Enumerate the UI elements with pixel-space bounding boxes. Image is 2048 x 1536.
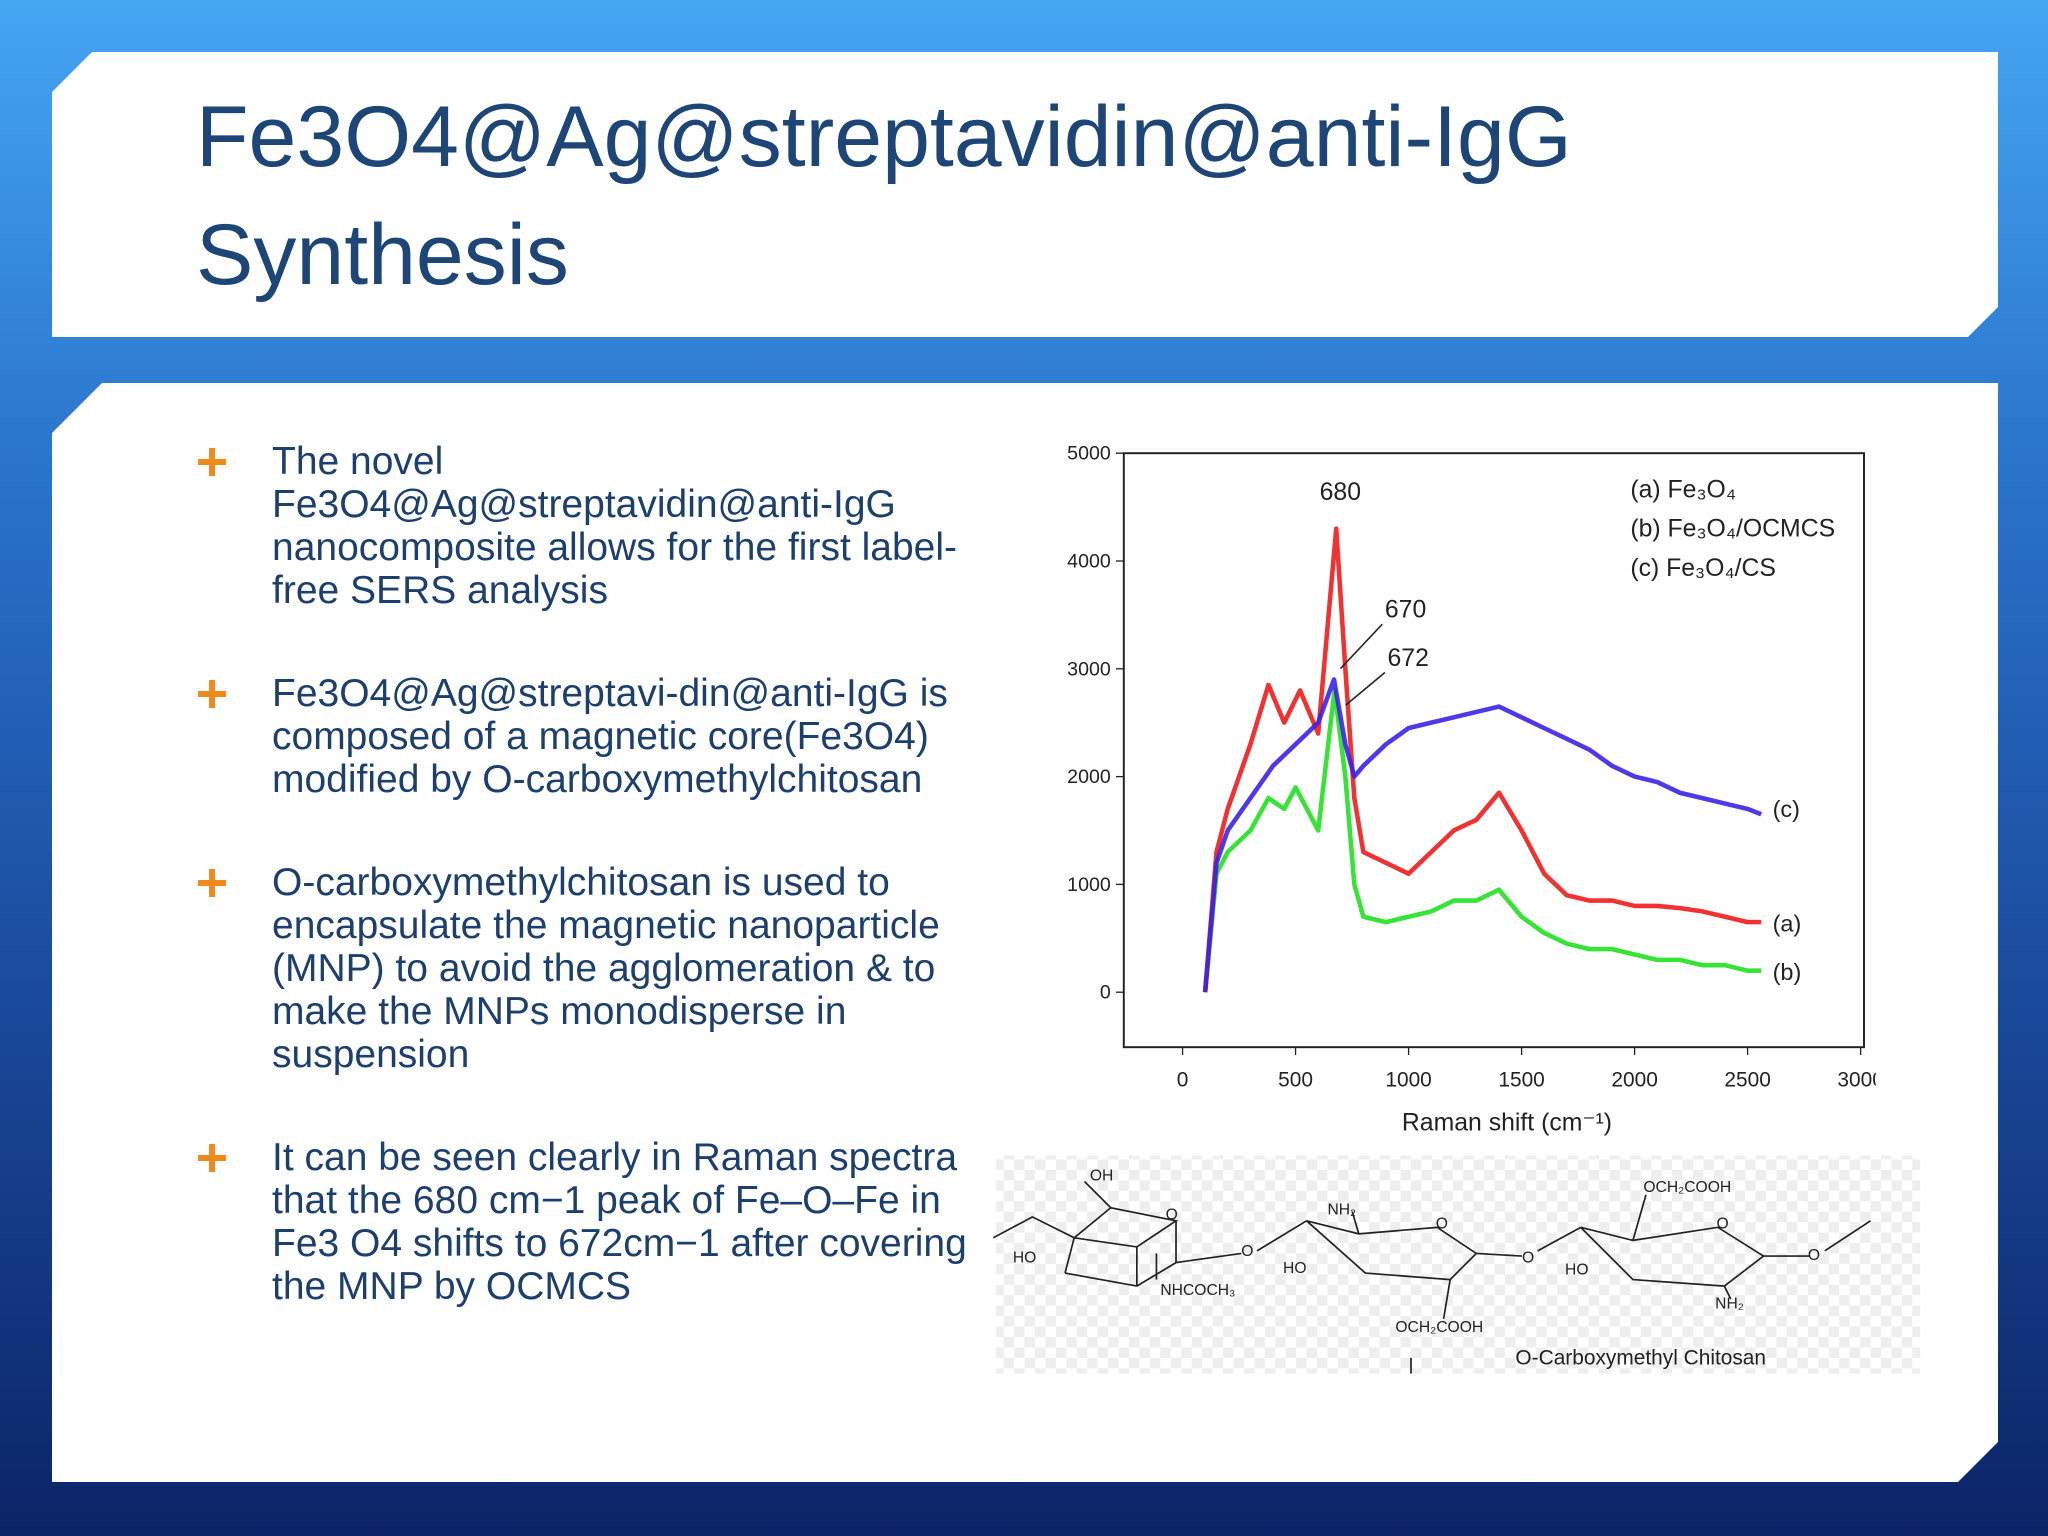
- x-tick-label: 3000: [1837, 1068, 1883, 1091]
- annotation-leader: [1345, 671, 1386, 706]
- y-tick-label: 1000: [1067, 874, 1111, 896]
- structure-label: HO: [1565, 1261, 1588, 1278]
- structure-label: OH: [1090, 1167, 1113, 1184]
- structure-label: O: [1522, 1250, 1534, 1267]
- structure-background: [995, 1155, 1921, 1374]
- series-end-label: (b): [1773, 959, 1802, 985]
- y-tick-label: 0: [1100, 982, 1111, 1004]
- structure-label: NH₂: [1327, 1201, 1356, 1218]
- slide-title: Fe3O4@Ag@streptavidin@anti-IgG Synthesis: [196, 89, 1572, 303]
- bullet-text: The novel Fe3O4@Ag@streptavidin@anti-IgG…: [272, 440, 957, 612]
- annotation-leader: [1339, 623, 1383, 670]
- structure-label: O: [1436, 1216, 1448, 1233]
- bullet: O-carboxymethylchitosan is used to encap…: [190, 861, 980, 1076]
- structure-label: NHCOCH₃: [1160, 1282, 1235, 1299]
- legend-entry: (c) Fe₃O₄/CS: [1630, 555, 1776, 582]
- x-tick-label: 2000: [1611, 1068, 1657, 1091]
- series-end-label: (a): [1773, 910, 1802, 936]
- plot-frame: [1122, 452, 1865, 1049]
- series-end-label: (c): [1773, 796, 1800, 822]
- structure-label: NH₂: [1715, 1295, 1744, 1312]
- bullet: It can be seen clearly in Raman spectra …: [190, 1136, 980, 1308]
- spectrum-line: [1202, 526, 1762, 993]
- y-tick-label: 5000: [1067, 443, 1111, 465]
- structure-label: O: [1166, 1207, 1178, 1224]
- structure-label: HO: [1283, 1260, 1306, 1277]
- bullet: The novel Fe3O4@Ag@streptavidin@anti-IgG…: [190, 440, 980, 612]
- bullet-marker: [198, 680, 226, 708]
- x-tick-label: 500: [1278, 1068, 1313, 1091]
- spectrum-line: [1202, 677, 1762, 993]
- x-tick-label: 2500: [1724, 1068, 1770, 1091]
- x-axis-label: Raman shift (cm⁻¹): [1402, 1110, 1612, 1137]
- structure-label: O: [1808, 1247, 1820, 1264]
- bullet-text: O-carboxymethylchitosan is used to encap…: [272, 861, 940, 1076]
- figure: OHOHONHCOCH₃ONH₂OHOOCH₂COOHOOCH₂COOHOHON…: [993, 443, 1921, 1374]
- structure-caption: O-Carboxymethyl Chitosan: [1515, 1346, 1766, 1369]
- bullet-text: Fe3O4@Ag@streptavi-din@anti-IgG is compo…: [272, 672, 948, 801]
- y-tick-label: 4000: [1067, 551, 1111, 573]
- bullet-text: It can be seen clearly in Raman spectra …: [272, 1136, 967, 1308]
- structure-bonds: [993, 1181, 1871, 1374]
- peak-annotation: 680: [1320, 479, 1361, 506]
- x-tick-label: 1500: [1498, 1068, 1544, 1091]
- structure-label: HO: [1013, 1250, 1036, 1267]
- structure-label: OCH₂COOH: [1395, 1319, 1483, 1336]
- y-tick-label: 2000: [1067, 766, 1111, 788]
- bullet-marker: [198, 448, 226, 476]
- structure-label: OCH₂COOH: [1643, 1179, 1731, 1196]
- x-tick-label: 1000: [1385, 1068, 1431, 1091]
- x-tick-label: 0: [1177, 1068, 1189, 1091]
- legend-entry: (b) Fe₃O₄/OCMCS: [1630, 516, 1835, 543]
- y-tick-label: 3000: [1067, 658, 1111, 680]
- peak-annotation: 672: [1388, 645, 1429, 672]
- bullet-marker: [198, 869, 226, 897]
- structure-label: O: [1241, 1243, 1253, 1260]
- legend-entry: (a) Fe₃O₄: [1630, 477, 1736, 504]
- bullet-marker: [198, 1144, 226, 1172]
- bullet-list: The novel Fe3O4@Ag@streptavidin@anti-IgG…: [190, 440, 980, 1368]
- bullet: Fe3O4@Ag@streptavi-din@anti-IgG is compo…: [190, 672, 980, 801]
- title-panel: [52, 52, 1998, 337]
- peak-annotation: 670: [1385, 597, 1426, 624]
- spectrum-line: [1202, 688, 1762, 993]
- structure-label: O: [1716, 1216, 1728, 1233]
